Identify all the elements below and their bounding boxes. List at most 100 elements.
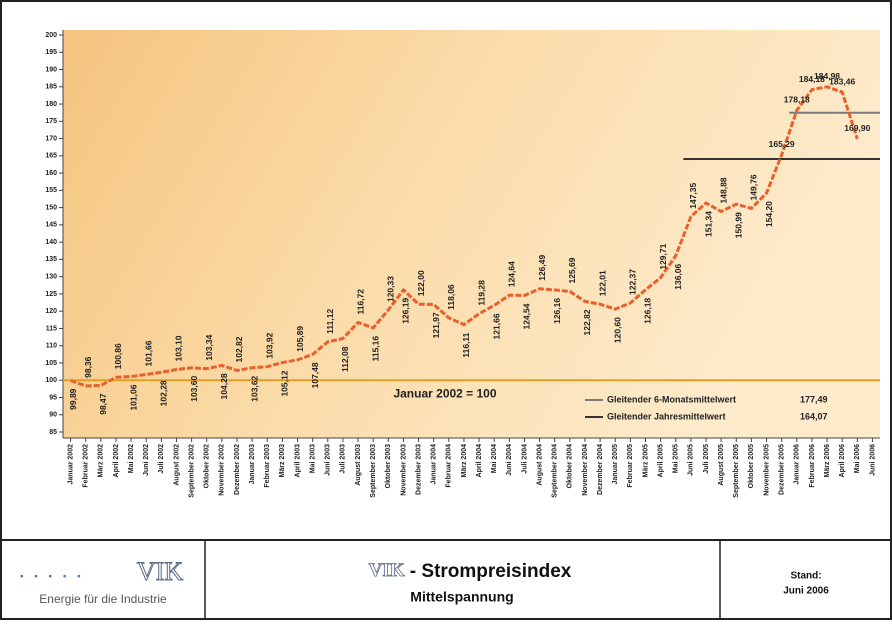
x-tick-label: Februar 2003 <box>264 444 271 488</box>
x-tick-label: August 2005 <box>718 444 725 486</box>
value-label: 115,16 <box>370 336 380 362</box>
x-tick-label: Januar 2002 <box>67 444 74 485</box>
value-label: 116,72 <box>355 289 365 315</box>
stand-label: Stand: <box>790 571 821 582</box>
x-tick-label: Juli 2005 <box>703 444 710 474</box>
x-tick-label: Juni 2002 <box>143 444 150 476</box>
y-tick-label: 120 <box>45 308 57 315</box>
x-tick-label: September 2002 <box>188 444 195 498</box>
x-tick-label: September 2003 <box>370 444 377 498</box>
x-tick-label: Oktober 2005 <box>748 444 755 488</box>
value-label: 125,69 <box>567 257 577 283</box>
x-tick-label: Juli 2003 <box>340 444 347 474</box>
x-tick-label: Dezember 2002 <box>234 444 241 495</box>
y-tick-label: 135 <box>45 256 57 263</box>
x-tick-label: Mai 2005 <box>673 444 680 473</box>
y-tick-label: 185 <box>45 84 57 91</box>
y-tick-label: 165 <box>45 153 57 160</box>
x-tick-label: Juni 2004 <box>506 444 513 476</box>
x-tick-label: November 2003 <box>400 444 407 496</box>
y-tick-label: 90 <box>49 412 57 419</box>
legend-label: Gleitender 6-Monatsmittelwert <box>607 394 736 404</box>
x-tick-label: Januar 2005 <box>612 444 619 485</box>
logo-dots: • • • • • <box>20 572 85 583</box>
tagline: Energie für die Industrie <box>39 592 167 606</box>
x-tick-label: Oktober 2003 <box>385 444 392 488</box>
value-label: 103,10 <box>174 335 184 361</box>
value-label: 121,97 <box>431 312 441 338</box>
value-label: 107,48 <box>310 362 320 388</box>
logo: VIK <box>137 557 183 586</box>
x-tick-label: August 2002 <box>173 444 180 486</box>
x-tick-label: März 2003 <box>279 444 286 478</box>
legend-value: 177,49 <box>800 394 828 404</box>
value-label: 103,92 <box>265 332 275 358</box>
value-label: 99,89 <box>68 388 78 410</box>
x-tick-label: Mai 2006 <box>854 444 861 473</box>
x-tick-label: Oktober 2004 <box>567 444 574 488</box>
x-tick-label: Juli 2002 <box>158 444 165 474</box>
legend-label: Gleitender Jahresmittelwert <box>607 411 726 421</box>
x-tick-label: Juni 2005 <box>688 444 695 476</box>
x-tick-label: Februar 2005 <box>627 444 634 488</box>
y-tick-label: 155 <box>45 187 57 194</box>
x-tick-label: Dezember 2005 <box>779 444 786 495</box>
x-tick-label: November 2002 <box>219 444 226 496</box>
x-tick-label: April 2004 <box>476 444 483 478</box>
value-label: 165,29 <box>769 139 795 149</box>
x-tick-label: Juni 2003 <box>325 444 332 476</box>
value-label: 147,35 <box>688 182 698 208</box>
x-tick-label: Oktober 2002 <box>204 444 211 488</box>
stand-date: Juni 2006 <box>783 586 829 597</box>
value-label: 105,12 <box>280 370 290 396</box>
y-tick-label: 85 <box>49 429 57 436</box>
value-label: 126,49 <box>537 254 547 280</box>
x-tick-label: März 2005 <box>642 444 649 478</box>
x-tick-label: Mai 2004 <box>491 444 498 473</box>
value-label: 122,00 <box>416 270 426 296</box>
value-label: 116,11 <box>461 332 471 357</box>
value-label: 120,33 <box>386 276 396 302</box>
title-logo: VIK <box>369 560 405 581</box>
x-tick-label: März 2002 <box>98 444 105 478</box>
y-tick-label: 145 <box>45 222 57 229</box>
x-tick-label: August 2003 <box>355 444 362 486</box>
value-label: 178,18 <box>784 95 810 105</box>
x-tick-label: Juni 2006 <box>869 444 876 476</box>
title-text: - Strompreisindex <box>405 561 572 582</box>
value-label: 101,06 <box>128 384 138 410</box>
value-label: 103,34 <box>204 334 214 360</box>
value-label: 111,12 <box>325 308 335 333</box>
value-label: 129,71 <box>658 243 668 269</box>
x-tick-label: Januar 2006 <box>794 444 801 485</box>
x-tick-label: April 2002 <box>113 444 120 478</box>
value-label: 150,99 <box>734 212 744 238</box>
title: VIK - Strompreisindex <box>369 560 572 582</box>
y-tick-label: 95 <box>49 394 57 401</box>
y-tick-label: 115 <box>46 325 57 332</box>
value-label: 149,76 <box>749 174 759 200</box>
x-tick-label: September 2004 <box>552 444 559 498</box>
value-label: 104,28 <box>219 373 229 399</box>
value-label: 122,37 <box>628 269 638 295</box>
y-tick-label: 140 <box>45 239 57 246</box>
value-label: 102,82 <box>234 336 244 362</box>
y-tick-label: 110 <box>46 343 57 350</box>
x-tick-label: März 2004 <box>461 444 468 478</box>
y-tick-label: 150 <box>45 204 57 211</box>
x-tick-label: August 2004 <box>536 444 543 486</box>
x-tick-label: Februar 2002 <box>83 444 90 488</box>
value-label: 103,62 <box>249 375 259 401</box>
plot-area <box>63 30 880 438</box>
y-tick-label: 180 <box>45 101 57 108</box>
value-label: 126,18 <box>643 298 653 324</box>
value-label: 122,01 <box>597 270 607 296</box>
legend-value: 164,07 <box>800 411 828 421</box>
value-label: 101,66 <box>143 340 153 366</box>
value-label: 100,86 <box>113 343 123 369</box>
y-tick-label: 130 <box>45 273 57 280</box>
y-tick-label: 190 <box>45 66 57 73</box>
x-tick-label: Mai 2003 <box>309 444 316 473</box>
x-tick-label: Februar 2006 <box>809 444 816 488</box>
value-label: 112,08 <box>340 346 350 372</box>
